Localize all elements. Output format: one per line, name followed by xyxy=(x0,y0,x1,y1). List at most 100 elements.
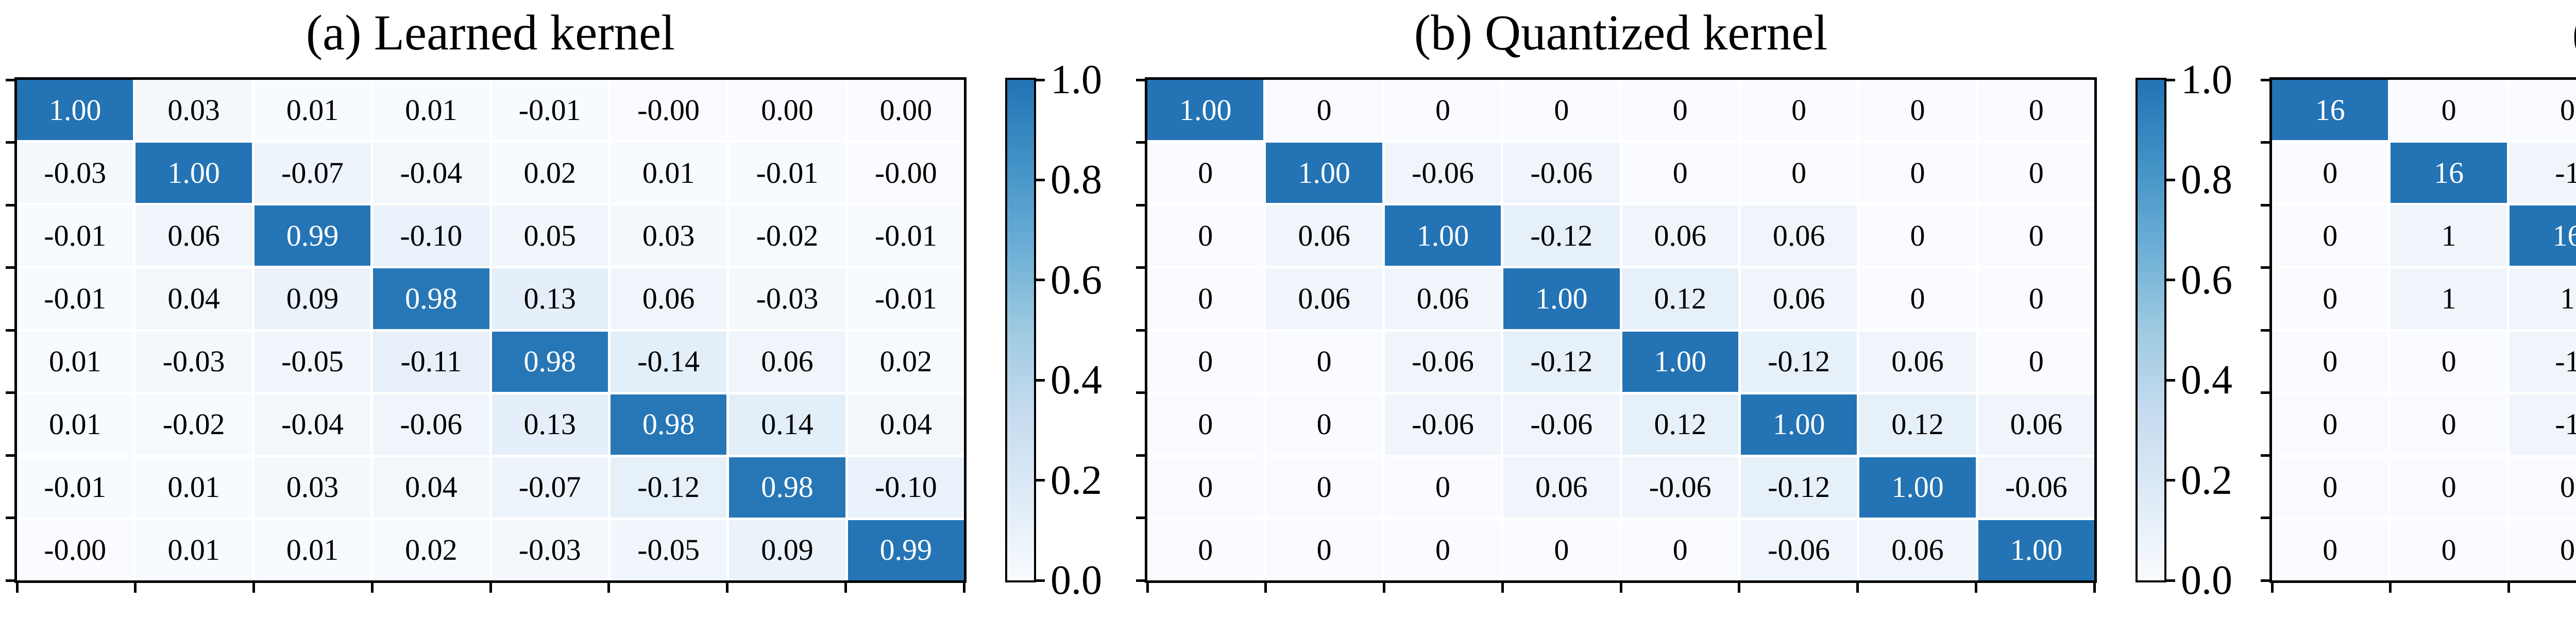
colorbar-tick-label: 1.0 xyxy=(1050,57,1102,102)
heatmap-cell-b-r4c2: -0.06 xyxy=(1384,331,1501,392)
y-axis-tick xyxy=(6,329,14,332)
x-axis-tick xyxy=(134,583,137,593)
heatmap-cell-a-r2c7: -0.01 xyxy=(848,205,964,266)
heatmap-cell-a-r1c7: -0.00 xyxy=(848,143,964,203)
heatmap-cell-c-r4c0: 0 xyxy=(2272,331,2388,392)
heatmap-cell-a-r4c3: -0.11 xyxy=(373,331,489,392)
heatmap-cell-b-r6c2: 0 xyxy=(1384,457,1501,518)
heatmap-cell-b-r4c4: 1.00 xyxy=(1622,331,1738,392)
colorbar-tick xyxy=(1036,178,1045,181)
heatmap-cell-b-r5c3: -0.06 xyxy=(1503,394,1620,455)
heatmap-cell-b-r1c6: 0 xyxy=(1859,143,1976,203)
heatmap-cell-a-r1c5: 0.01 xyxy=(610,143,727,203)
heatmap-cell-b-r2c7: 0 xyxy=(1978,205,2094,266)
y-axis-tick xyxy=(2261,579,2269,582)
x-axis-tick xyxy=(1264,583,1267,593)
y-axis-tick xyxy=(6,78,14,81)
heatmap-cell-b-r6c5: -0.12 xyxy=(1740,457,1857,518)
colorbar-tick xyxy=(1036,579,1045,582)
heatmap-cell-b-r0c4: 0 xyxy=(1622,80,1738,141)
heatmap-cell-b-r4c6: 0.06 xyxy=(1859,331,1976,392)
heatmap-cell-a-r7c3: 0.02 xyxy=(373,520,489,580)
heatmap-cell-c-r4c2: -1 xyxy=(2509,331,2576,392)
heatmap-cell-b-r6c7: -0.06 xyxy=(1978,457,2094,518)
heatmap-cell-c-r7c1: 0 xyxy=(2391,520,2507,580)
heatmap-cell-a-r6c0: -0.01 xyxy=(17,457,133,518)
heatmap-cell-c-r7c2: 0 xyxy=(2509,520,2576,580)
y-axis-tick xyxy=(2261,141,2269,144)
y-axis-tick xyxy=(2261,517,2269,519)
y-axis-tick xyxy=(2261,329,2269,332)
heatmap-cell-a-r4c2: -0.05 xyxy=(254,331,371,392)
heatmap-cell-c-r1c1: 16 xyxy=(2391,143,2507,203)
heatmap-cell-b-r3c6: 0 xyxy=(1859,268,1976,329)
heatmap-cell-a-r3c6: -0.03 xyxy=(729,268,845,329)
panel-b-heatmap: 1.00 0 0 0 0 0 0 0 0 1.00 -0.06 -0.06 0 0 0 0 0 0.06 1.00-… xyxy=(1136,77,2097,593)
heatmap-cell-a-r7c5: -0.05 xyxy=(610,520,727,580)
heatmap-cell-c-r0c0: 16 xyxy=(2272,80,2388,141)
colorbar-tick xyxy=(1036,78,1045,81)
heatmap-cell-b-r1c1: 1.00 xyxy=(1266,143,1382,203)
heatmap-cell-b-r0c6: 0 xyxy=(1859,80,1976,141)
heatmap-cell-a-r1c2: -0.07 xyxy=(254,143,371,203)
heatmap-cell-b-r7c5: -0.06 xyxy=(1740,520,1857,580)
x-axis-tick xyxy=(1974,583,1977,593)
heatmap-cell-b-r7c3: 0 xyxy=(1503,520,1620,580)
heatmap-cell-b-r5c2: -0.06 xyxy=(1384,394,1501,455)
y-axis-tick xyxy=(1136,203,1145,207)
heatmap-cell-b-r2c0: 0 xyxy=(1147,205,1264,266)
heatmap-cell-b-r7c1: 0 xyxy=(1266,520,1382,580)
heatmap-cell-c-r2c1: 1 xyxy=(2391,205,2507,266)
heatmap-cell-a-r0c0: 1.00 xyxy=(17,80,133,141)
heatmap-cell-a-r0c1: 0.03 xyxy=(135,80,252,141)
heatmap-cell-c-r4c1: 0 xyxy=(2391,331,2507,392)
x-axis-tick xyxy=(962,583,965,593)
panel-a-colorbar: 1.0 0.8 0.6 0.4 0.2 0.0 xyxy=(1005,59,1102,601)
heatmap-cell-b-r1c2: -0.06 xyxy=(1384,143,1501,203)
x-axis-tick xyxy=(1619,583,1622,593)
panel-c-heatmap: 160000000016-1-100000116-211000111621000… xyxy=(2261,77,2576,593)
heatmap-cell-a-r2c0: -0.01 xyxy=(17,205,133,266)
heatmap-cell-b-r0c1: 0 xyxy=(1266,80,1382,141)
heatmap-cell-b-r5c4: 0.12 xyxy=(1622,394,1738,455)
colorbar-tick-label: 0.2 xyxy=(2181,457,2232,503)
heatmap-cell-a-r3c2: 0.09 xyxy=(254,268,371,329)
heatmap-cell-a-r6c2: 0.03 xyxy=(254,457,371,518)
x-axis-tick xyxy=(844,583,847,593)
heatmap-cell-a-r1c1: 1.00 xyxy=(135,143,252,203)
x-axis-tick xyxy=(252,583,255,593)
heatmap-cell-a-r4c6: 0.06 xyxy=(729,331,845,392)
heatmap-cell-b-r2c2: 1.00 xyxy=(1384,205,1501,266)
x-axis-tick xyxy=(1383,583,1385,593)
y-axis-tick xyxy=(1136,78,1145,81)
heatmap-cell-a-r1c4: 0.02 xyxy=(492,143,608,203)
heatmap-cell-b-r1c3: -0.06 xyxy=(1503,143,1620,203)
heatmap-cell-c-r7c0: 0 xyxy=(2272,520,2388,580)
heatmap-cell-b-r4c7: 0 xyxy=(1978,331,2094,392)
heatmap-cell-b-r1c4: 0 xyxy=(1622,143,1738,203)
y-axis-tick xyxy=(1136,141,1145,144)
heatmap-cell-b-r3c0: 0 xyxy=(1147,268,1264,329)
y-axis-tick xyxy=(1136,391,1145,394)
heatmap-cell-a-r3c4: 0.13 xyxy=(492,268,608,329)
heatmap-cell-b-r2c1: 0.06 xyxy=(1266,205,1382,266)
heatmap-cell-a-r0c6: 0.00 xyxy=(729,80,845,141)
x-axis-tick xyxy=(1146,583,1149,593)
heatmap-cell-a-r3c3: 0.98 xyxy=(373,268,489,329)
heatmap-cell-c-r0c1: 0 xyxy=(2391,80,2507,141)
colorbar-tick-label: 0.4 xyxy=(1050,357,1102,403)
heatmap-cell-a-r2c3: -0.10 xyxy=(373,205,489,266)
heatmap-cell-a-r7c0: -0.00 xyxy=(17,520,133,580)
heatmap-cell-c-r2c0: 0 xyxy=(2272,205,2388,266)
heatmap-cell-a-r5c5: 0.98 xyxy=(610,394,727,455)
heatmap-cell-b-r3c3: 1.00 xyxy=(1503,268,1620,329)
y-axis-tick xyxy=(1136,329,1145,332)
heatmap-cell-a-r7c2: 0.01 xyxy=(254,520,371,580)
heatmap-cell-c-r2c2: 16 xyxy=(2509,205,2576,266)
heatmap-cell-b-r2c6: 0 xyxy=(1859,205,1976,266)
y-axis-tick xyxy=(6,391,14,394)
heatmap-cell-c-r3c0: 0 xyxy=(2272,268,2388,329)
